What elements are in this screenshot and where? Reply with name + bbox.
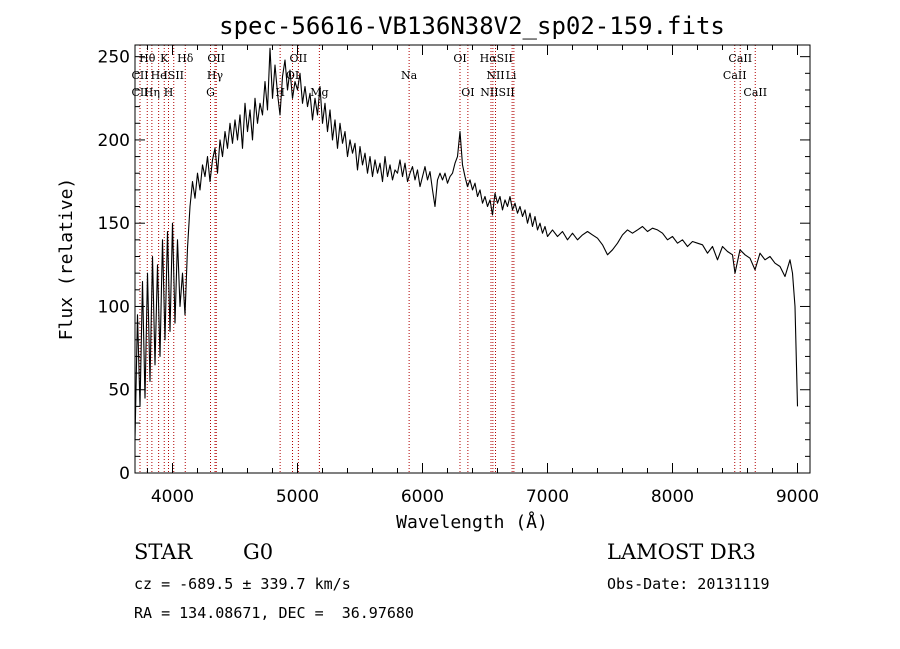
- spectral-line-label: Hγ: [207, 69, 224, 82]
- spectral-line-label: CaII: [723, 69, 747, 82]
- spectral-line-label: Hη: [144, 86, 160, 99]
- spectral-line-label: He: [151, 69, 167, 82]
- x-tick-label: 8000: [651, 487, 694, 507]
- survey-label: LAMOST DR3: [607, 540, 756, 564]
- spectrum-line: [134, 47, 799, 440]
- spectrum-series: [134, 47, 799, 440]
- spectral-line-label: Li: [506, 69, 517, 82]
- spectral-line-label: CaII: [743, 86, 767, 99]
- spectral-line-label: Hθ: [139, 52, 156, 65]
- y-tick-label: 0: [119, 464, 130, 484]
- spectral-line-label: Na: [401, 69, 418, 82]
- spectral-line-markers: [139, 45, 756, 473]
- axis-ticks: 4000 5000 6000 7000 8000 9000 0 50 100 150 200 250: [98, 45, 819, 507]
- subclass-label: G0: [243, 540, 274, 564]
- spectral-line-label: G: [206, 86, 215, 99]
- spectral-line-label: CaII: [728, 52, 752, 65]
- coordinates-text: RA = 134.08671, DEC = 36.97680: [134, 604, 414, 622]
- spectral-line-label: OI: [286, 69, 299, 82]
- x-tick-label: 7000: [526, 487, 569, 507]
- x-tick-label: 9000: [776, 487, 819, 507]
- y-tick-label: 200: [98, 131, 130, 151]
- spectral-line-label: CII: [131, 86, 148, 99]
- spectral-line-label: K: [160, 52, 169, 65]
- x-tick-label: 6000: [401, 487, 444, 507]
- spectral-line-label: CII: [131, 69, 148, 82]
- y-tick-label: 250: [98, 48, 130, 68]
- y-tick-label: 150: [98, 214, 130, 234]
- object-class-label: STAR: [134, 540, 193, 564]
- y-axis-label: Flux (relative): [56, 178, 77, 341]
- y-tick-label: 100: [98, 297, 130, 317]
- obs-date-text: Obs-Date: 20131119: [607, 575, 770, 593]
- spectral-line-label: OI: [453, 52, 466, 65]
- chart-title: spec-56616-VB136N38V2_sp02-159.fits: [219, 12, 725, 40]
- x-tick-label: 5000: [276, 487, 319, 507]
- spectral-line-label: H: [275, 86, 285, 99]
- spectral-line-label: NII: [486, 69, 504, 82]
- spectral-line-label: HαSII: [480, 52, 513, 65]
- plot-frame: [134, 44, 811, 474]
- spectral-line-label: OII: [207, 52, 225, 65]
- x-axis-label: Wavelength (Å): [396, 511, 548, 533]
- spectral-line-label: H: [164, 86, 174, 99]
- x-tick-label: 4000: [151, 487, 194, 507]
- spectral-line-label: OI: [461, 86, 474, 99]
- spectral-line-label: Hδ: [177, 52, 194, 65]
- redshift-text: cz = -689.5 ± 339.7 km/s: [134, 575, 351, 593]
- spectral-line-label: ISII: [163, 69, 184, 82]
- spectral-line-label: OII: [290, 52, 308, 65]
- spectral-line-label: NIISII: [480, 86, 515, 99]
- y-tick-label: 50: [108, 381, 130, 401]
